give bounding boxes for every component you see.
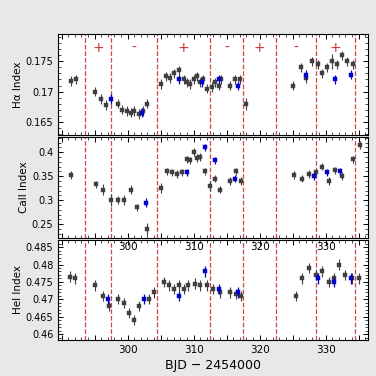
Y-axis label: CaII Index: CaII Index	[19, 161, 29, 213]
Text: -: -	[224, 41, 229, 55]
Y-axis label: Hα Index: Hα Index	[13, 61, 23, 108]
X-axis label: BJD − 2454000: BJD − 2454000	[165, 359, 261, 372]
Text: -: -	[132, 41, 136, 55]
Y-axis label: HeI Index: HeI Index	[13, 265, 23, 314]
Text: -: -	[293, 41, 298, 55]
Text: +: +	[330, 41, 341, 55]
Text: +: +	[254, 41, 265, 55]
Text: +: +	[178, 41, 190, 55]
Text: +: +	[92, 41, 104, 55]
